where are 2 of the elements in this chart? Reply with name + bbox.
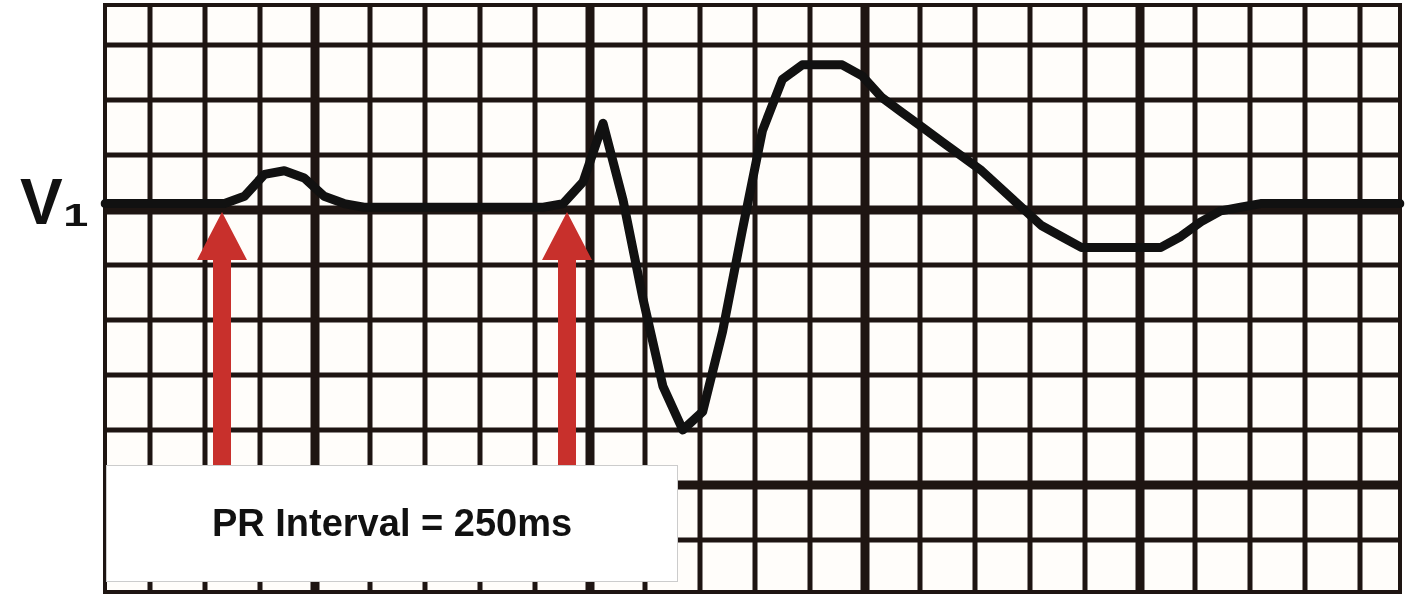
text: PR Interval = 250ms (106, 465, 678, 582)
y-axis-title: V₁ (20, 165, 90, 239)
